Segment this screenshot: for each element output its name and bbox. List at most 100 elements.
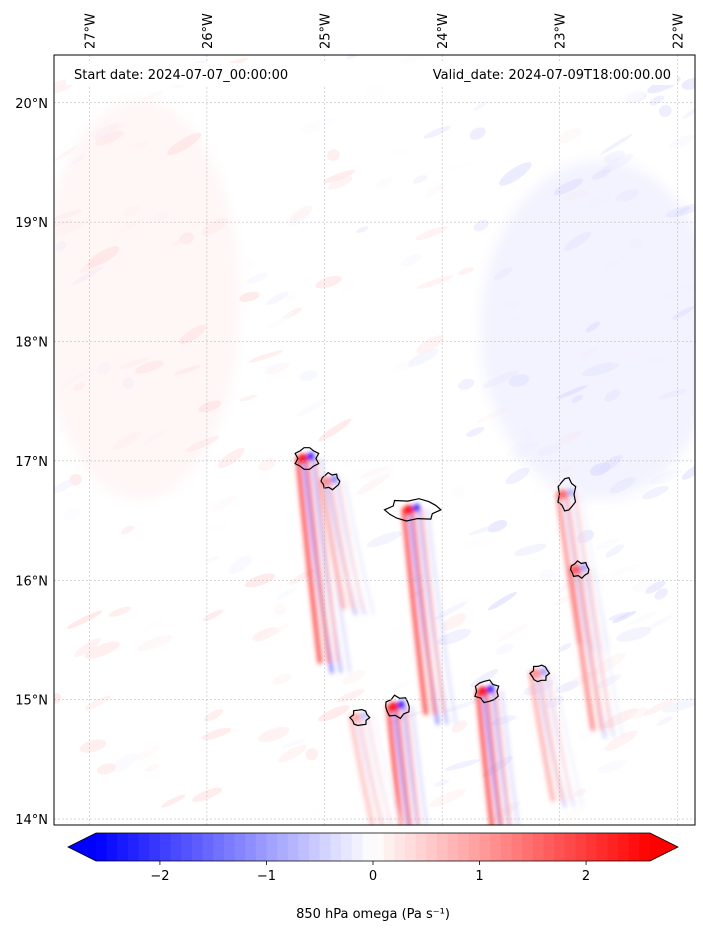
background-cell — [246, 272, 268, 284]
colorbar-segment — [522, 833, 534, 861]
wake-band-negative — [373, 716, 402, 825]
background-cell — [451, 720, 468, 733]
wake-band-positive — [528, 670, 556, 802]
background-cell — [470, 669, 499, 688]
colorbar-segment — [554, 833, 566, 861]
wake-band-positive — [547, 671, 573, 801]
background-cell — [204, 709, 224, 722]
background-cell — [356, 473, 390, 495]
background-cell — [322, 169, 356, 184]
wake-band-positive — [367, 716, 392, 825]
colorbar-label: 850 hPa omega (Pa s⁻¹) — [296, 907, 450, 922]
colorbar-segment — [404, 833, 417, 861]
background-cell — [400, 253, 422, 267]
background-cell — [681, 77, 695, 90]
background-cell — [297, 398, 329, 417]
background-cell — [681, 463, 695, 480]
background-cell — [623, 89, 646, 103]
background-cell — [424, 184, 445, 198]
background-cell — [209, 495, 238, 512]
background-cell — [96, 763, 117, 775]
colorbar: −2 −1 0 1 2 850 hPa omega (Pa s⁻¹) — [67, 832, 679, 922]
background-cell — [217, 447, 245, 469]
background-cell — [318, 705, 350, 722]
background-cell — [412, 175, 428, 184]
island-wake-bands — [295, 452, 624, 825]
background-cell — [310, 808, 324, 820]
y-tick-label: 14°N — [15, 813, 48, 828]
background-cell — [201, 727, 232, 740]
colorbar-segment — [341, 833, 353, 861]
colorbar-segment — [138, 833, 150, 861]
wake-band-positive — [494, 689, 512, 825]
background-cell — [451, 486, 465, 498]
colorbar-segment — [362, 833, 374, 861]
colorbar-segment — [490, 833, 502, 861]
wake-band-positive — [537, 671, 564, 802]
background-cell — [628, 707, 649, 719]
colorbar-segment — [266, 833, 278, 861]
background-cell — [315, 275, 342, 289]
colorbar-gradient — [68, 833, 678, 861]
background-cell — [557, 128, 582, 144]
colorbar-segment — [159, 833, 171, 861]
y-tick-label: 17°N — [15, 455, 48, 470]
background-cell — [137, 634, 174, 652]
colorbar-segment — [373, 833, 385, 861]
background-cell — [539, 569, 556, 582]
background-cell — [612, 611, 637, 624]
background-cell — [445, 161, 474, 171]
colorbar-segment — [394, 833, 406, 861]
background-cell — [281, 739, 306, 748]
background-cell — [607, 563, 642, 578]
background-cell — [662, 698, 695, 713]
start-date-label: Start date: 2024-07-07_00:00:00 — [74, 68, 288, 83]
coastline-sao-nicolau — [383, 498, 443, 522]
background-cell — [54, 693, 62, 704]
colorbar-extend-min — [68, 833, 96, 861]
background-cell — [434, 779, 450, 788]
background-cell — [603, 150, 625, 164]
background-cell — [336, 689, 365, 703]
background-cell — [255, 623, 289, 643]
background-cell — [604, 730, 638, 751]
background-cell — [579, 728, 597, 741]
background-cell — [66, 610, 103, 629]
background-cell — [338, 280, 358, 294]
colorbar-segment — [223, 833, 235, 861]
colorbar-segment — [319, 833, 331, 861]
background-cell — [305, 748, 319, 761]
background-cell — [268, 311, 294, 330]
wake-band-positive — [484, 689, 503, 825]
colorbar-segment — [468, 833, 480, 861]
colorbar-segment — [564, 833, 576, 861]
colorbar-segment — [586, 833, 598, 861]
valid-date-label: Valid_date: 2024-07-09T18:00:00.00 — [433, 68, 671, 83]
background-cell — [54, 758, 63, 770]
colorbar-outline — [67, 832, 679, 862]
colorbar-segment — [298, 833, 310, 861]
background-cell — [84, 695, 111, 710]
background-cell — [558, 642, 572, 652]
colorbar-segment — [191, 833, 203, 861]
background-cell — [228, 555, 253, 574]
colorbar-segment — [106, 833, 118, 861]
omega-maximum — [570, 564, 581, 575]
background-cell — [416, 275, 454, 289]
gridlines — [54, 55, 695, 825]
background-cell — [239, 260, 257, 271]
background-cell — [133, 746, 160, 761]
background-cell — [342, 669, 366, 685]
colorbar-segment — [479, 833, 491, 861]
background-cell — [469, 127, 486, 140]
background-cell — [142, 91, 164, 101]
x-tick-label: 25°W — [319, 13, 334, 49]
background-cell — [682, 106, 695, 120]
omega-field — [54, 55, 695, 825]
background-cell — [495, 643, 514, 655]
background-cell — [328, 176, 353, 190]
wake-band-positive — [587, 568, 613, 731]
omega-maximum — [388, 701, 399, 712]
background-cell — [362, 466, 392, 481]
